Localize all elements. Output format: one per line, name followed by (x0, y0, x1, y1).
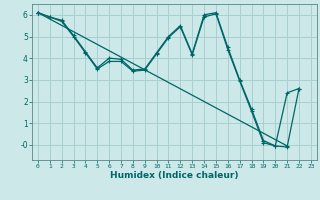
X-axis label: Humidex (Indice chaleur): Humidex (Indice chaleur) (110, 171, 239, 180)
